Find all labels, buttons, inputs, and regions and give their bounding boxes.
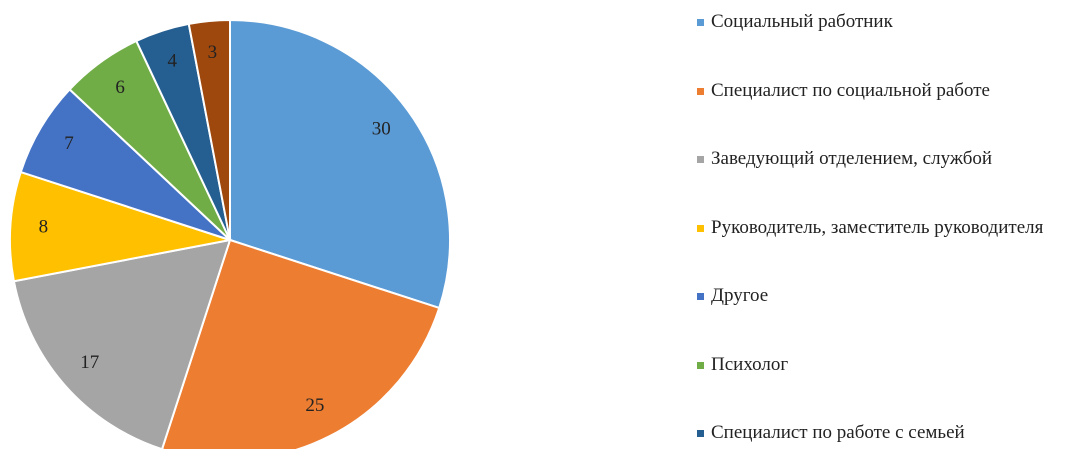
legend-swatch [697, 87, 704, 95]
legend-swatch [697, 293, 704, 300]
data-label: 25 [305, 395, 324, 416]
legend-item: Руководитель, заместитель руководителя [697, 216, 1071, 240]
data-label: 4 [167, 51, 177, 72]
pie-slice [229, 18, 451, 310]
chart: 30 25 17 8 7 6 4 3 [9, 18, 451, 449]
data-label: 3 [208, 42, 218, 63]
data-label: 8 [39, 217, 49, 238]
data-label: 17 [80, 352, 99, 373]
legend-item: Другое [697, 284, 1071, 308]
legend-item: Психолог [697, 353, 1071, 377]
legend-swatch [697, 156, 704, 163]
pie-slice [9, 170, 231, 283]
pie-slice [12, 238, 232, 449]
legend-item: Специалист по социальной работе [697, 79, 1071, 103]
data-label: 7 [64, 133, 74, 154]
pie-slice [161, 238, 441, 449]
legend-label: Специалист по социальной работе [711, 79, 990, 101]
legend-item: Специалист по работе с семьей [697, 421, 1071, 445]
pie-slice [187, 18, 231, 241]
legend-label: Руководитель, заместитель руководителя [711, 216, 1044, 238]
legend-item: Социальный работник [697, 10, 1071, 34]
legend-label: Социальный работник [711, 11, 893, 32]
legend-label: Другое [711, 285, 769, 306]
data-label: 6 [115, 77, 125, 98]
legend-swatch [697, 361, 704, 369]
data-label: 30 [372, 118, 391, 139]
legend-swatch [697, 19, 704, 26]
legend-item: Заведующий отделением, службой [697, 147, 1071, 171]
legend-label: Специалист по работе с семьей [711, 422, 965, 443]
legend-swatch [697, 224, 704, 232]
legend-label: Заведующий отделением, службой [711, 148, 993, 169]
legend-swatch [697, 430, 704, 437]
legend-label: Психолог [711, 353, 789, 375]
